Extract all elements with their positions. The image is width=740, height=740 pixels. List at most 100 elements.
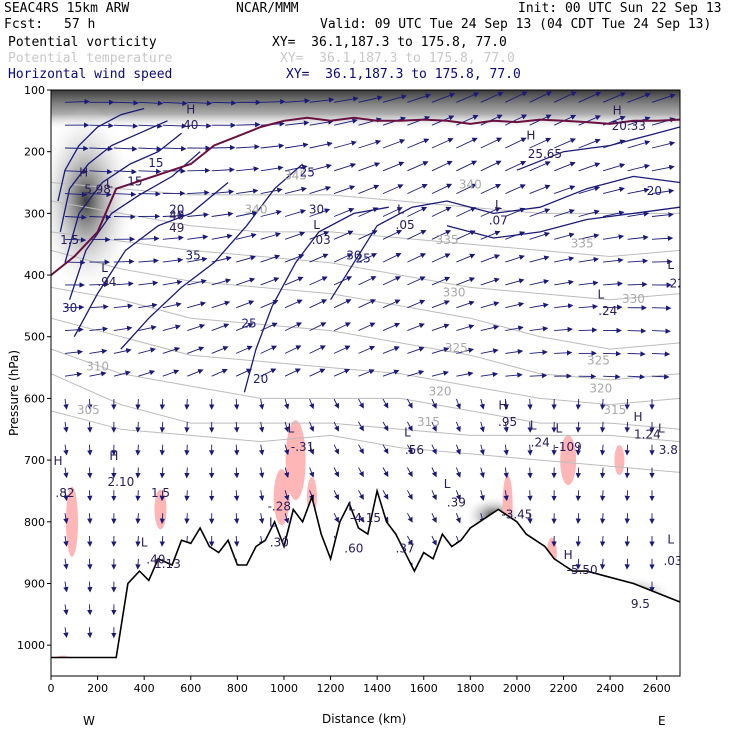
- x-tick-label: 600: [180, 682, 201, 695]
- high-low-label: .60: [344, 542, 363, 556]
- y-tick-label: 300: [24, 207, 45, 220]
- wind-vector: [284, 209, 306, 217]
- wind-speed-contour: [68, 151, 201, 300]
- wind-vector: [554, 208, 575, 217]
- wind-speed-label: 25: [356, 252, 371, 266]
- wind-vector: [503, 490, 509, 502]
- wind-vector: [334, 96, 359, 103]
- wind-vector: [527, 513, 533, 524]
- wind-vector: [236, 232, 257, 240]
- wind-vector: [627, 211, 650, 217]
- wind-vector: [187, 212, 209, 218]
- wind-vector: [431, 490, 437, 501]
- wind-vector: [480, 207, 501, 217]
- wind-vector: [260, 99, 286, 105]
- wind-vector: [651, 93, 676, 103]
- wind-vector: [284, 398, 290, 410]
- wind-speed-label: 30: [346, 249, 361, 263]
- wind-vector: [138, 168, 162, 175]
- theta-contour: [51, 348, 680, 430]
- wind-vector: [159, 398, 166, 410]
- wind-vector: [455, 398, 461, 410]
- wind-vector: [138, 123, 163, 129]
- high-low-label: .03: [663, 554, 682, 568]
- wind-vector: [554, 326, 573, 333]
- wind-vector: [260, 299, 279, 309]
- high-low-label: L: [106, 176, 113, 190]
- x-tick-label: 1400: [363, 682, 391, 695]
- moisture-blob: [65, 486, 78, 557]
- wind-vector: [333, 345, 351, 354]
- wind-vector: [87, 535, 93, 547]
- wind-vector: [309, 119, 334, 126]
- wind-vector: [63, 490, 69, 502]
- wind-vector: [309, 444, 315, 455]
- wind-vector: [236, 166, 260, 172]
- wind-vector: [138, 258, 159, 264]
- wind-vector: [627, 92, 651, 103]
- wind-vector: [236, 277, 256, 286]
- wind-vector: [258, 467, 265, 479]
- wind-vector: [333, 230, 354, 240]
- wind-vector: [382, 94, 407, 103]
- wind-vector: [211, 255, 232, 263]
- wind-vector: [431, 276, 451, 286]
- wind-vector: [135, 467, 141, 479]
- wind-vector: [529, 91, 553, 103]
- wind-vector: [431, 513, 437, 524]
- field-wind-name: Horizontal wind speed: [8, 67, 173, 82]
- wind-speed-contour: [64, 132, 182, 263]
- wind-vector: [333, 299, 352, 309]
- wind-vector: [162, 369, 180, 377]
- high-low-label: L: [556, 421, 563, 435]
- wind-vector: [284, 345, 302, 354]
- high-low-label: H: [53, 454, 62, 468]
- wind-vector: [599, 398, 606, 410]
- wind-vector: [456, 207, 477, 217]
- wind-vector: [63, 558, 69, 570]
- wind-vector: [407, 370, 425, 377]
- wind-vector: [407, 323, 425, 332]
- x-tick-label: 1600: [410, 682, 438, 695]
- wind-vector: [529, 255, 550, 263]
- wind-vector: [233, 490, 240, 502]
- wind-vector: [260, 254, 281, 263]
- wind-vector: [578, 256, 599, 263]
- init-time: Init: 00 UTC Sun 22 Sep 13: [518, 1, 722, 16]
- terrain-line: [51, 487, 680, 659]
- wind-speed-label: 25: [300, 165, 315, 179]
- wind-vector: [309, 322, 327, 332]
- x-tick-label: 1200: [317, 682, 345, 695]
- wind-vector: [333, 368, 351, 377]
- wind-vector: [309, 97, 335, 103]
- wind-speed-label: 20: [253, 372, 268, 386]
- wind-vector: [138, 347, 156, 354]
- high-low-label: .82: [55, 486, 74, 500]
- high-low-label: -109: [555, 440, 582, 454]
- wind-vector: [505, 254, 525, 263]
- wind-vector: [89, 281, 110, 288]
- wind-vector: [87, 490, 93, 502]
- high-low-label: L: [495, 198, 502, 212]
- wind-speed-contour: [330, 175, 680, 301]
- wind-vector: [578, 138, 601, 149]
- wind-speed-label: 15: [148, 156, 163, 170]
- wind-vector: [503, 398, 509, 410]
- wind-vector: [138, 100, 164, 106]
- wind-vector: [184, 398, 190, 410]
- wind-vector: [480, 137, 503, 149]
- wind-vector: [138, 369, 156, 377]
- wind-vector: [382, 398, 389, 409]
- wind-vector: [284, 299, 303, 309]
- wind-vector: [159, 421, 166, 433]
- wind-vector: [407, 276, 426, 286]
- y-tick-label: 1000: [17, 639, 45, 652]
- high-low-label: H: [564, 548, 573, 562]
- x-tick-label: 2200: [550, 682, 578, 695]
- wind-vector: [480, 277, 500, 286]
- wind-vector: [505, 160, 527, 172]
- wind-vector: [382, 139, 406, 149]
- high-low-label: 1.24: [634, 428, 661, 442]
- wind-vector: [407, 421, 413, 432]
- wind-vector: [431, 300, 450, 309]
